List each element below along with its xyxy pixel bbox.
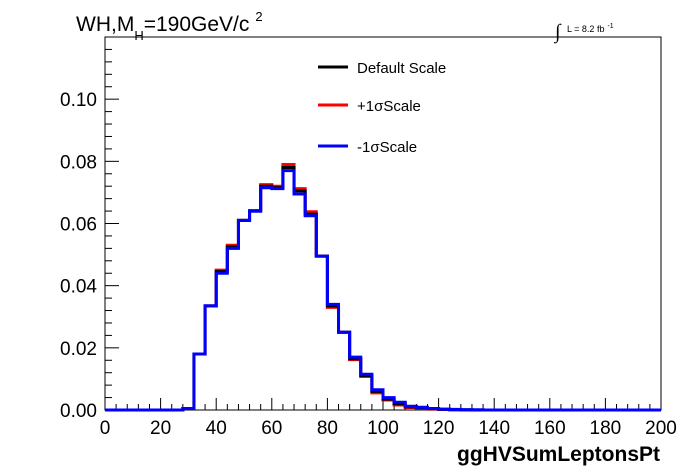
axes: 0 20 40 60 80 100 120 140 160 180 200 0.00 0.02 0.04 0… (60, 36, 677, 439)
x-tick-label: 80 (317, 418, 338, 439)
x-tick-label: 180 (590, 418, 622, 439)
y-tick-label: 0.02 (60, 339, 97, 360)
series-line-minus-sigma (105, 169, 661, 412)
title-superscript: 2 (255, 9, 262, 24)
y-tick-label: 0.06 (60, 215, 97, 236)
luminosity-label: L = 8.2 fb -1 (567, 23, 614, 34)
legend-label-minus: -1σScale (357, 139, 417, 156)
title-rest: =190GeV/c (144, 13, 250, 36)
series-layer (105, 162, 661, 412)
legend: Default Scale +1σScale -1σScale (318, 60, 446, 156)
y-tick-label: 0.08 (60, 152, 97, 173)
x-tick-label: 120 (423, 418, 455, 439)
y-tick-label: 0.04 (60, 277, 97, 298)
x-tick-label: 40 (206, 418, 227, 439)
x-tick-label: 160 (534, 418, 566, 439)
y-tick-label: 0.10 (60, 90, 97, 111)
title-subscript: H (134, 28, 143, 43)
legend-label-default: Default Scale (357, 60, 446, 77)
x-tick-label: 140 (478, 418, 510, 439)
x-tick-label: 0 (100, 418, 111, 439)
x-tick-label: 20 (150, 418, 171, 439)
y-tick-label: 0.00 (60, 401, 97, 422)
x-tick-label: 100 (367, 418, 399, 439)
chart-title: WH,MH=190GeV/c 2 (76, 9, 263, 43)
luminosity-superscript: -1 (607, 23, 613, 30)
integral-symbol: ∫ (553, 21, 562, 44)
legend-label-plus: +1σScale (357, 98, 421, 115)
x-axis-label: ggHVSumLeptonsPt (457, 443, 660, 466)
x-tick-label: 200 (645, 418, 677, 439)
x-tick-label: 60 (261, 418, 282, 439)
